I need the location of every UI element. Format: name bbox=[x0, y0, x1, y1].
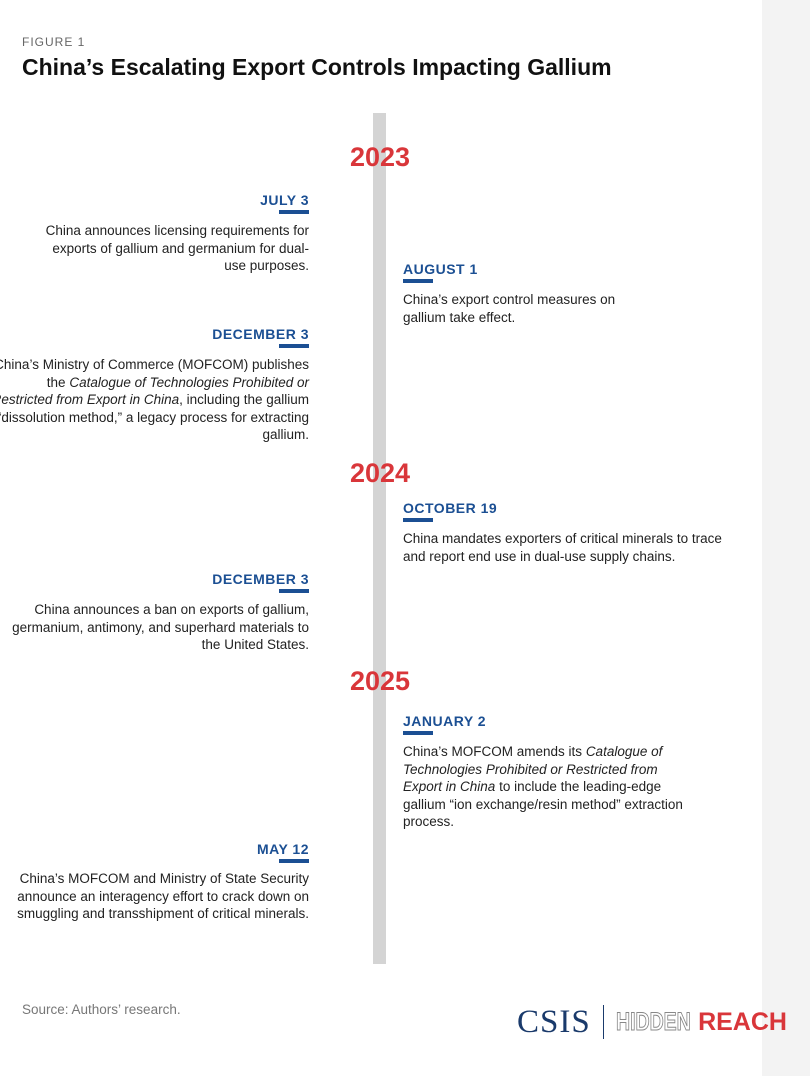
text-segment: China announces licensing requirements f… bbox=[45, 223, 309, 273]
event-date: OCTOBER 19 bbox=[403, 500, 498, 516]
event-text: China’s Ministry of Commerce (MOFCOM) pu… bbox=[0, 356, 309, 444]
event-date: JANUARY 2 bbox=[403, 713, 487, 729]
text-segment: China’s export control measures on galli… bbox=[403, 292, 616, 325]
event-text: China’s MOFCOM amends its Catalogue of T… bbox=[403, 743, 688, 831]
text-segment: China’s Ministry of Commerce (MOFCOM) pu… bbox=[0, 357, 309, 390]
date-underline bbox=[403, 279, 433, 283]
event-date: MAY 12 bbox=[256, 841, 309, 857]
event-text: China’s export control measures on galli… bbox=[403, 291, 648, 326]
date-underline bbox=[279, 344, 309, 348]
text-segment: China mandates exporters of critical min… bbox=[403, 531, 722, 564]
logo: CSIS HIDDEN REACH bbox=[517, 1004, 787, 1040]
text-segment: China’s MOFCOM and Ministry of State Sec… bbox=[17, 871, 309, 921]
text-segment: , including the gallium “dissolution met… bbox=[0, 392, 309, 442]
date-underline bbox=[403, 518, 433, 522]
logo-project-a: HIDDEN bbox=[616, 1007, 692, 1036]
title: China’s Escalating Export Controls Impac… bbox=[22, 54, 612, 80]
text-segment: China’s MOFCOM amends its bbox=[403, 744, 586, 759]
text-segment: Catalogue of Technologies Prohibited or … bbox=[403, 744, 663, 794]
date-underline bbox=[403, 731, 433, 735]
year: 2023 bbox=[349, 142, 411, 172]
date-underline bbox=[279, 210, 309, 214]
text-segment: to include the leading-edge gallium “ion… bbox=[403, 779, 683, 829]
event-date: AUGUST 1 bbox=[403, 261, 478, 277]
event-text: China’s MOFCOM and Ministry of State Sec… bbox=[0, 870, 309, 923]
event-text: China announces a ban on exports of gall… bbox=[4, 601, 309, 654]
source-note: Source: Authors’ research. bbox=[22, 1002, 181, 1017]
date-underline bbox=[279, 589, 309, 593]
year: 2024 bbox=[349, 458, 411, 488]
text-segment: China announces a ban on exports of gall… bbox=[12, 602, 309, 652]
date-underline bbox=[279, 859, 309, 863]
timeline-spine bbox=[373, 113, 386, 964]
card: FIGURE 1 China’s Escalating Export Contr… bbox=[0, 0, 787, 1076]
event-date: DECEMBER 3 bbox=[212, 571, 309, 587]
event-text: China announces licensing requirements f… bbox=[39, 222, 309, 275]
year: 2025 bbox=[349, 666, 411, 696]
event-date: JULY 3 bbox=[260, 192, 309, 208]
logo-project-b: REACH bbox=[698, 1007, 787, 1036]
figure-label: FIGURE 1 bbox=[22, 35, 86, 49]
logo-separator bbox=[602, 1005, 605, 1039]
event-date: DECEMBER 3 bbox=[212, 326, 309, 342]
event-text: China mandates exporters of critical min… bbox=[403, 530, 743, 565]
text-segment: Catalogue of Technologies Prohibited or … bbox=[0, 374, 309, 408]
logo-project: HIDDEN REACH bbox=[616, 1007, 787, 1037]
logo-org: CSIS bbox=[517, 1003, 591, 1040]
